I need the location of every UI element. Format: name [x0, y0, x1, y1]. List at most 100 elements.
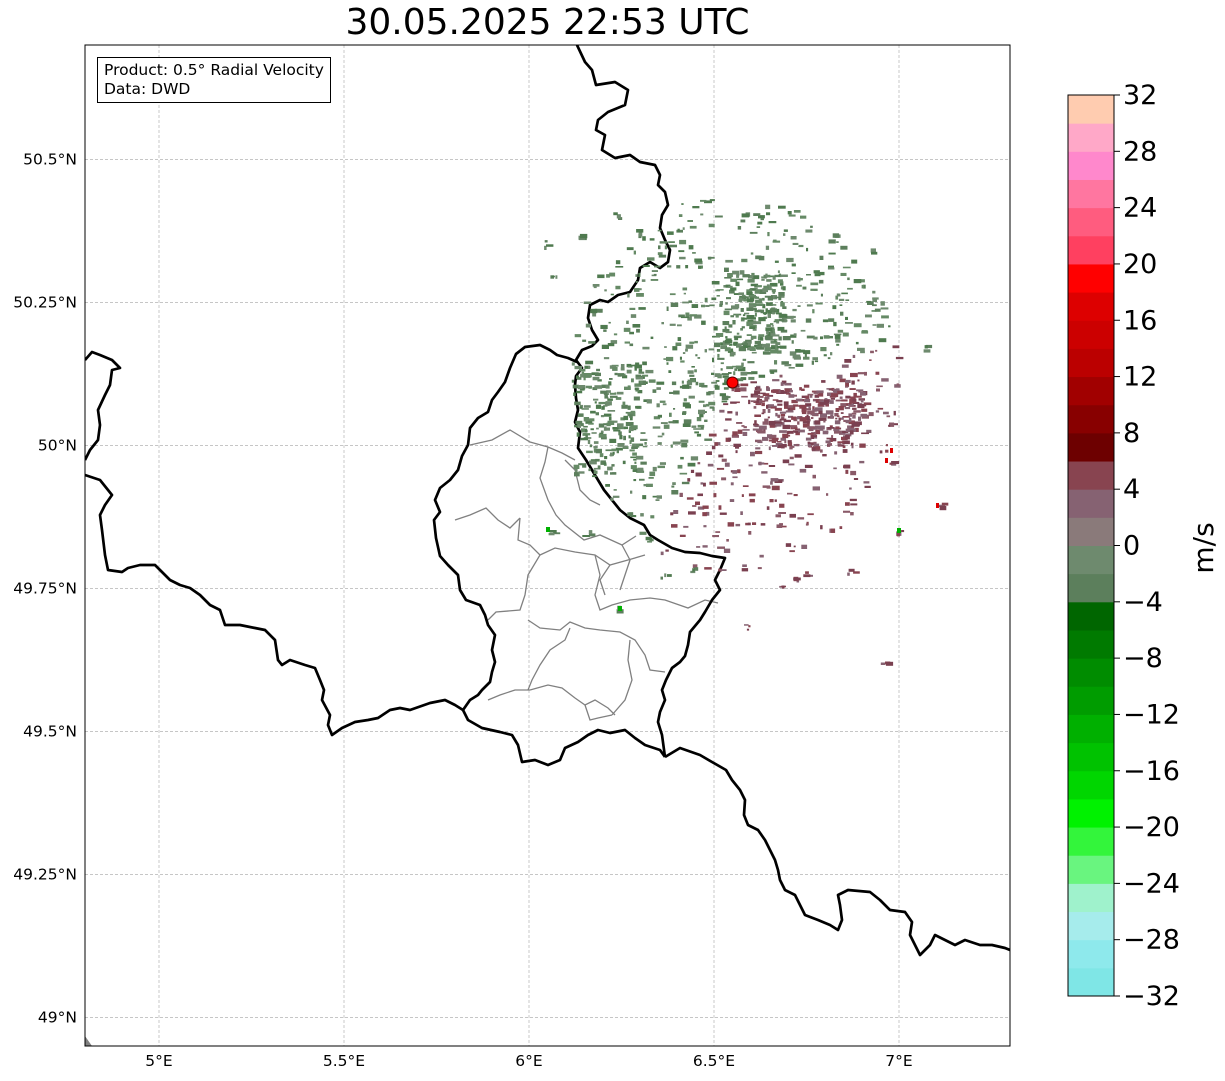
velocity-echo	[814, 407, 823, 412]
velocity-echo	[715, 333, 724, 337]
velocity-echo	[791, 445, 795, 448]
velocity-echo	[741, 425, 745, 427]
velocity-echo	[669, 323, 676, 326]
velocity-echo	[681, 481, 690, 485]
velocity-echo	[577, 413, 584, 417]
velocity-echo	[845, 469, 849, 474]
velocity-echo	[657, 252, 663, 255]
velocity-echo	[860, 391, 866, 396]
velocity-echo	[616, 609, 624, 614]
velocity-echo	[803, 356, 810, 360]
velocity-echo	[823, 431, 829, 434]
velocity-echo	[765, 308, 768, 313]
velocity-echo	[589, 444, 593, 448]
velocity-echo	[731, 351, 736, 356]
velocity-echo	[699, 382, 705, 387]
velocity-echo	[890, 448, 893, 453]
velocity-echo	[763, 285, 770, 290]
velocity-echo	[707, 256, 715, 259]
velocity-echo	[749, 231, 758, 234]
velocity-echo	[735, 450, 738, 454]
velocity-echo	[821, 380, 826, 383]
velocity-echo	[859, 279, 865, 283]
velocity-echo	[610, 293, 614, 296]
velocity-echo	[701, 304, 706, 308]
velocity-echo	[832, 388, 840, 393]
velocity-echo	[665, 549, 669, 552]
velocity-echo	[714, 373, 721, 377]
velocity-echo	[701, 385, 708, 388]
velocity-echo	[881, 378, 889, 382]
colorbar-segment	[1068, 320, 1114, 349]
velocity-echo	[841, 364, 849, 368]
velocity-echo	[796, 580, 800, 583]
velocity-echo	[582, 387, 586, 390]
velocity-echo	[776, 320, 780, 324]
velocity-echo	[640, 438, 648, 441]
velocity-echo	[820, 293, 823, 297]
velocity-echo	[706, 391, 711, 396]
velocity-echo	[615, 285, 621, 290]
velocity-echo	[597, 465, 601, 470]
velocity-echo	[692, 206, 700, 209]
velocity-echo	[624, 426, 628, 430]
velocity-echo	[879, 450, 883, 454]
velocity-echo	[643, 399, 650, 402]
velocity-echo	[695, 354, 698, 357]
velocity-echo	[779, 430, 787, 433]
velocity-echo	[768, 221, 777, 224]
velocity-echo	[616, 214, 621, 219]
velocity-echo	[595, 404, 602, 409]
velocity-echo	[867, 301, 874, 305]
velocity-echo	[750, 337, 754, 340]
colorbar-segment	[1068, 770, 1114, 800]
velocity-echo	[740, 371, 748, 376]
velocity-echo	[777, 403, 783, 406]
velocity-echo	[783, 233, 786, 236]
velocity-echo	[885, 444, 888, 447]
colorbar-segment	[1068, 911, 1114, 941]
velocity-echo	[835, 426, 840, 430]
velocity-echo	[842, 445, 846, 449]
velocity-echo	[693, 428, 702, 430]
velocity-echo	[771, 485, 780, 491]
velocity-echo	[714, 385, 720, 390]
velocity-echo	[706, 511, 710, 516]
velocity-echo	[672, 420, 679, 424]
velocity-echo	[759, 554, 764, 558]
velocity-echo	[836, 293, 841, 297]
velocity-echo	[731, 434, 739, 438]
velocity-echo	[733, 443, 741, 447]
velocity-echo	[640, 513, 644, 517]
velocity-echo	[746, 334, 752, 336]
velocity-echo	[641, 279, 646, 282]
velocity-echo	[785, 315, 794, 319]
velocity-echo	[683, 525, 689, 528]
velocity-echo	[658, 245, 661, 250]
velocity-echo	[673, 408, 676, 410]
velocity-echo	[721, 458, 727, 462]
velocity-echo	[778, 512, 786, 514]
velocity-echo	[881, 315, 889, 319]
velocity-echo	[769, 369, 778, 373]
velocity-echo	[733, 293, 741, 295]
velocity-echo	[776, 440, 782, 443]
velocity-echo	[637, 390, 643, 394]
velocity-echo	[762, 304, 766, 309]
velocity-echo	[757, 221, 763, 225]
velocity-echo	[796, 443, 799, 447]
velocity-echo	[571, 379, 574, 383]
velocity-echo	[654, 265, 661, 268]
velocity-echo	[797, 421, 800, 425]
velocity-echo	[651, 270, 658, 272]
velocity-echo	[598, 401, 606, 405]
velocity-echo	[772, 379, 780, 382]
velocity-echo	[692, 564, 698, 569]
velocity-echo	[732, 476, 738, 479]
velocity-echo	[720, 368, 723, 371]
velocity-echo	[702, 512, 707, 517]
velocity-echo	[823, 399, 830, 404]
velocity-echo	[818, 417, 827, 421]
colorbar-segment	[1068, 883, 1114, 913]
velocity-echo	[832, 233, 840, 238]
